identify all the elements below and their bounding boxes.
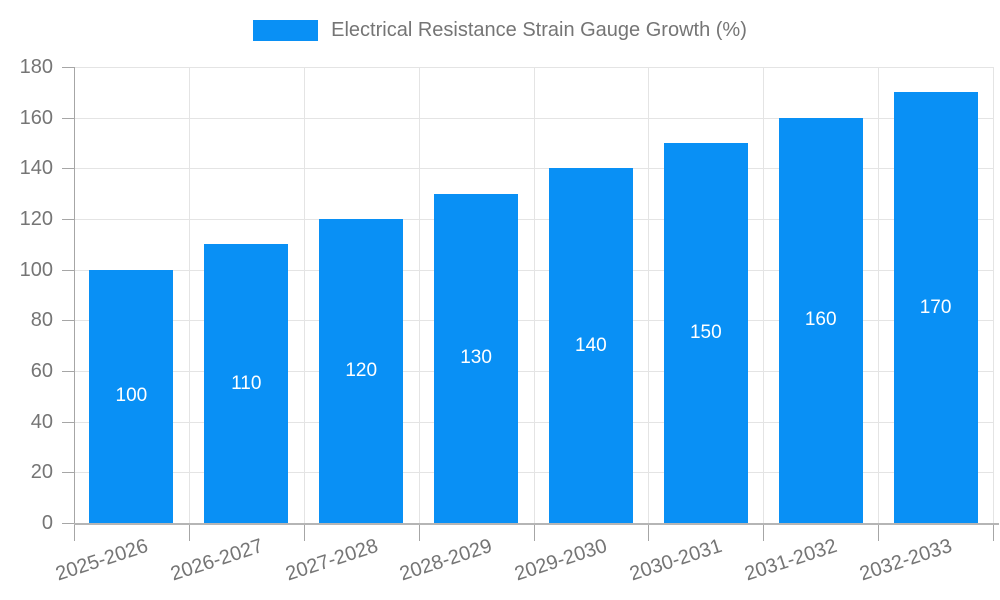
v-gridline [418, 67, 420, 523]
v-gridline [993, 67, 994, 523]
x-axis-category-label: 2029-2030 [512, 534, 610, 586]
y-axis-tick-label: 40 [30, 410, 53, 433]
x-axis-tick [74, 523, 75, 541]
legend-label: Electrical Resistance Strain Gauge Growt… [331, 19, 747, 41]
bar[interactable]: 100 [89, 269, 174, 523]
y-axis-tick [62, 219, 74, 220]
y-axis-tick-label: 180 [19, 56, 53, 78]
bar[interactable]: 160 [778, 117, 863, 523]
y-axis-tick-label: 160 [19, 106, 53, 129]
bar[interactable]: 130 [434, 193, 519, 523]
y-axis-tick [62, 320, 74, 322]
bar[interactable]: 110 [204, 244, 289, 523]
y-axis-tick-label: 140 [19, 157, 53, 180]
x-axis-category-label: 2030-2031 [627, 534, 725, 586]
x-axis-tick [303, 523, 305, 541]
y-axis-tick-label: 80 [30, 309, 53, 332]
bar[interactable]: 170 [893, 92, 978, 523]
x-axis-tick [993, 523, 994, 541]
bar-value-label: 160 [804, 309, 837, 331]
x-axis-tick [763, 523, 765, 541]
x-axis-category-label: 2026-2027 [167, 534, 266, 586]
y-axis-tick [62, 168, 74, 170]
bar-value-label: 110 [231, 372, 262, 394]
y-axis-tick [62, 371, 74, 372]
x-axis-tick [188, 523, 190, 541]
bar-value-label: 140 [575, 334, 607, 356]
y-axis-tick [62, 523, 74, 524]
x-axis-tick [533, 523, 535, 541]
x-axis-category-label: 2028-2029 [397, 534, 496, 586]
y-axis-tick-label: 120 [19, 208, 53, 230]
bar[interactable]: 120 [319, 219, 404, 523]
x-axis-category-label: 2031-2032 [742, 534, 840, 586]
v-gridline [533, 67, 535, 523]
x-axis-category-label: 2032-2033 [856, 534, 955, 586]
y-axis-tick [62, 117, 74, 119]
x-axis-category-label: 2025-2026 [52, 534, 151, 586]
legend: Electrical Resistance Strain Gauge Growt… [0, 17, 1000, 43]
v-gridline [878, 67, 880, 523]
bar[interactable]: 140 [548, 168, 633, 523]
bar-value-label: 120 [345, 360, 378, 381]
x-axis-tick [648, 523, 650, 541]
y-axis-tick [62, 67, 74, 68]
bar-value-label: 150 [689, 322, 722, 343]
y-axis-tick [62, 269, 74, 271]
x-axis-category-label: 2027-2028 [282, 534, 381, 586]
y-axis-tick [62, 472, 74, 474]
x-axis-line [74, 523, 999, 525]
x-axis-tick [878, 523, 880, 541]
v-gridline [188, 67, 190, 523]
y-axis-tick-label: 20 [30, 461, 53, 484]
bar-value-label: 170 [919, 296, 952, 318]
v-gridline [763, 67, 765, 523]
y-axis-tick-label: 60 [30, 360, 53, 382]
legend-swatch-icon [253, 19, 319, 41]
y-axis-line [74, 67, 75, 524]
v-gridline [648, 67, 650, 523]
x-axis-tick [418, 523, 420, 541]
legend-item[interactable]: Electrical Resistance Strain Gauge Growt… [253, 17, 747, 43]
bar[interactable]: 150 [663, 143, 748, 523]
y-axis-tick-label: 0 [41, 512, 53, 534]
v-gridline [303, 67, 305, 523]
bar-value-label: 100 [115, 385, 148, 407]
y-axis-tick [62, 421, 74, 423]
bar-value-label: 130 [460, 347, 492, 369]
y-axis-tick-label: 100 [19, 258, 53, 281]
